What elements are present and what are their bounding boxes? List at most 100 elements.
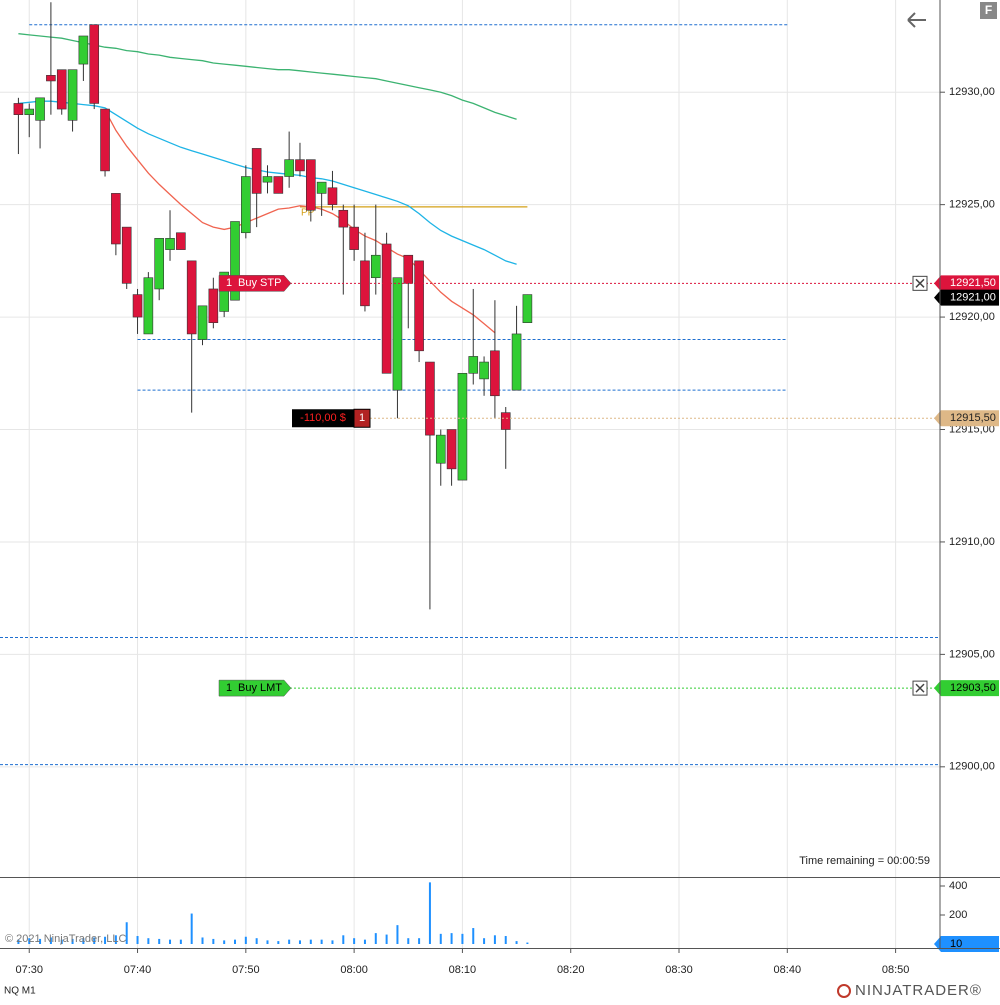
candle-body — [89, 24, 100, 104]
position-pnl: -110,00 $ — [300, 412, 346, 424]
volume-bar — [439, 933, 442, 944]
y-tick-label: 12900,00 — [949, 761, 995, 773]
candle-body — [327, 187, 338, 205]
y-tick-label: 12925,00 — [949, 199, 995, 211]
moving-average — [104, 109, 496, 334]
candle-body — [435, 434, 446, 464]
volume-bar — [147, 938, 150, 944]
candle-body — [154, 238, 164, 290]
back-arrow[interactable] — [907, 12, 926, 28]
candle-body — [176, 232, 186, 250]
y-tick-label: 12930,00 — [949, 86, 995, 98]
candle-body — [338, 209, 349, 228]
candle-body — [13, 103, 24, 115]
volume-bar — [320, 939, 323, 944]
order-price-label: 12921,50 — [950, 277, 996, 289]
order-qty: 1 — [226, 682, 232, 694]
volume-bar — [418, 938, 421, 944]
volume-bar — [136, 936, 139, 944]
candle-body — [143, 277, 154, 335]
candle-body — [457, 372, 468, 481]
volume-bar — [125, 922, 128, 944]
candle-body — [316, 181, 327, 194]
panel-button[interactable] — [980, 2, 997, 19]
volume-bar — [266, 940, 269, 944]
volume-bar — [309, 939, 312, 944]
volume-bar — [450, 933, 453, 944]
candle-body — [262, 176, 273, 183]
y-tick-label: 12920,00 — [949, 311, 995, 323]
volume-bar — [190, 913, 193, 944]
instrument: NQ M1 — [4, 986, 36, 997]
volume-bar — [363, 939, 366, 944]
volume-bar — [298, 940, 301, 944]
volume-bar — [201, 937, 204, 944]
candle-body — [35, 97, 45, 121]
volume-bar — [461, 933, 464, 944]
order-price-tag — [934, 680, 999, 697]
volume-bar — [158, 938, 161, 944]
position-pnl-box — [292, 409, 354, 428]
y-tick-label: 12915,00 — [949, 423, 995, 435]
panel-button-label[interactable]: F — [985, 3, 992, 17]
volume-bar — [483, 938, 486, 944]
candle-body — [500, 412, 511, 430]
volume-tick-label: 400 — [949, 880, 967, 892]
volume-bar — [17, 939, 20, 944]
candle-body — [197, 305, 208, 340]
layers: 12900,00 12905,00 12910,00 12915,00 12920,00… — [0, 2, 999, 976]
volume-bar — [244, 936, 247, 944]
volume-bar — [93, 937, 96, 944]
order-action: Buy STP — [238, 277, 281, 289]
volume-bar — [353, 938, 356, 944]
volume-bar — [114, 935, 117, 944]
volume-bar — [342, 935, 345, 944]
order-cancel-x[interactable] — [915, 278, 925, 288]
moving-average — [18, 33, 517, 120]
candle-body — [414, 260, 424, 352]
candle-body — [403, 254, 414, 284]
x-tick-label: 07:40 — [124, 964, 152, 976]
position-qty-box — [353, 408, 371, 428]
order-price-label: 12903,50 — [950, 682, 996, 694]
position-price-tag — [934, 410, 999, 427]
candle-body — [56, 69, 67, 110]
volume-bar — [212, 938, 215, 944]
position-price-label: 12915,50 — [950, 412, 996, 424]
y-tick-label: 12905,00 — [949, 648, 995, 660]
volume-bar — [223, 940, 226, 944]
order-price-tag — [934, 275, 999, 292]
candle-body — [425, 361, 435, 436]
candle-body — [479, 361, 489, 380]
candle-body — [165, 238, 175, 250]
x-tick-label: 08:40 — [774, 964, 802, 976]
volume-bar — [428, 882, 431, 944]
volume-bar — [82, 938, 85, 944]
candle-body — [208, 288, 219, 323]
candle-body — [511, 333, 522, 391]
x-tick-label: 08:10 — [449, 964, 477, 976]
candle-body — [251, 148, 262, 194]
volume-bar — [331, 940, 334, 944]
volume-bar — [515, 941, 518, 944]
candle-body — [468, 356, 479, 374]
x-tick-label: 08:30 — [665, 964, 693, 976]
volume-bar — [104, 936, 107, 944]
order-cancel-x[interactable] — [915, 683, 925, 693]
candle-body — [241, 176, 251, 234]
candle-body — [219, 271, 229, 312]
candle-body — [186, 260, 197, 335]
x-tick-label: 07:30 — [15, 964, 43, 976]
volume-bar — [60, 939, 63, 944]
candle-body — [490, 350, 500, 397]
candle-body — [295, 159, 305, 172]
brand: NINJATRADER® — [855, 982, 982, 999]
volume-bar — [472, 928, 475, 944]
candle-body — [349, 226, 359, 250]
volume-bar — [255, 938, 258, 944]
candle-body — [78, 35, 89, 65]
candle-body — [46, 75, 56, 82]
volume-bar — [504, 936, 507, 944]
